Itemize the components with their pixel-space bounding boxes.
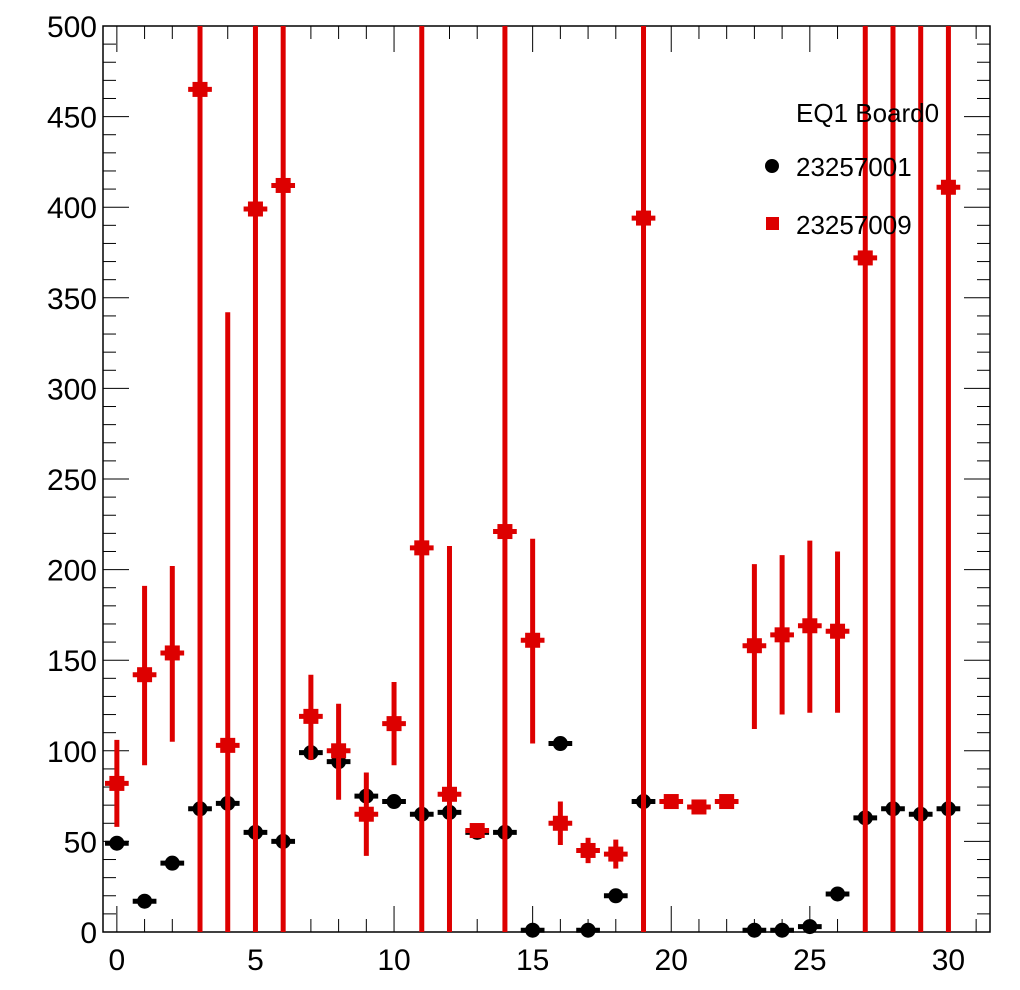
y-tick-label: 350 bbox=[47, 283, 97, 316]
x-tick-label: 15 bbox=[516, 944, 549, 977]
legend-label-23257001: 23257001 bbox=[796, 152, 912, 182]
data-point-square bbox=[857, 250, 873, 266]
data-point-square bbox=[441, 786, 457, 802]
data-point-square bbox=[109, 775, 125, 791]
y-tick-label: 250 bbox=[47, 464, 97, 497]
data-point-square bbox=[608, 846, 624, 862]
data-point-circle bbox=[109, 835, 125, 851]
data-point-square bbox=[358, 806, 374, 822]
data-point-square bbox=[802, 618, 818, 634]
axis-tick-labels: 0 50 100 150 200 250 300 350 400 450 500 0 5 10 15 20 25… bbox=[47, 11, 965, 977]
data-point-circle bbox=[552, 736, 568, 752]
data-point-square bbox=[719, 794, 735, 810]
y-tick-label: 0 bbox=[80, 917, 97, 950]
x-tick-label: 10 bbox=[377, 944, 410, 977]
legend: EQ1 Board0 23257001 23257009 bbox=[765, 98, 939, 240]
data-point-square bbox=[331, 743, 347, 759]
data-point-circle bbox=[137, 893, 153, 909]
data-point-square bbox=[137, 667, 153, 683]
data-point-square bbox=[636, 210, 652, 226]
data-point-square bbox=[525, 632, 541, 648]
y-tick-label: 200 bbox=[47, 555, 97, 588]
data-point-square bbox=[247, 201, 263, 217]
y-tick-label: 450 bbox=[47, 102, 97, 135]
data-point-square bbox=[220, 737, 236, 753]
data-point-square bbox=[414, 540, 430, 556]
x-tick-label: 25 bbox=[793, 944, 826, 977]
data-point-square bbox=[275, 177, 291, 193]
legend-marker-23257001 bbox=[765, 159, 779, 173]
x-tick-label: 30 bbox=[932, 944, 965, 977]
data-point-circle bbox=[802, 919, 818, 935]
data-point-square bbox=[580, 842, 596, 858]
data-point-circle bbox=[164, 855, 180, 871]
data-point-square bbox=[303, 708, 319, 724]
y-tick-label: 100 bbox=[47, 736, 97, 769]
legend-marker-23257009 bbox=[766, 217, 779, 230]
x-tick-label: 20 bbox=[655, 944, 688, 977]
data-point-square bbox=[940, 179, 956, 195]
data-point-square bbox=[164, 645, 180, 661]
data-point-square bbox=[469, 823, 485, 839]
data-point-square bbox=[192, 81, 208, 97]
data-point-circle bbox=[746, 922, 762, 938]
data-point-circle bbox=[525, 922, 541, 938]
data-point-square bbox=[830, 623, 846, 639]
data-point-circle bbox=[386, 794, 402, 810]
x-tick-label: 0 bbox=[109, 944, 126, 977]
data-point-circle bbox=[580, 922, 596, 938]
data-point-square bbox=[663, 794, 679, 810]
y-tick-label: 50 bbox=[64, 826, 97, 859]
data-point-circle bbox=[608, 888, 624, 904]
legend-title: EQ1 Board0 bbox=[796, 98, 939, 128]
y-tick-label: 300 bbox=[47, 373, 97, 406]
data-point-square bbox=[497, 524, 513, 540]
x-tick-label: 5 bbox=[247, 944, 264, 977]
data-point-square bbox=[746, 638, 762, 654]
y-tick-label: 400 bbox=[47, 192, 97, 225]
y-tick-label: 150 bbox=[47, 645, 97, 678]
data-point-square bbox=[691, 799, 707, 815]
data-point-square bbox=[774, 627, 790, 643]
series-23257009 bbox=[105, 26, 961, 932]
data-point-circle bbox=[830, 886, 846, 902]
data-point-circle bbox=[774, 922, 790, 938]
data-series bbox=[105, 26, 961, 938]
y-tick-label: 500 bbox=[47, 11, 97, 44]
data-point-square bbox=[386, 716, 402, 732]
data-point-square bbox=[552, 815, 568, 831]
legend-label-23257009: 23257009 bbox=[796, 210, 912, 240]
